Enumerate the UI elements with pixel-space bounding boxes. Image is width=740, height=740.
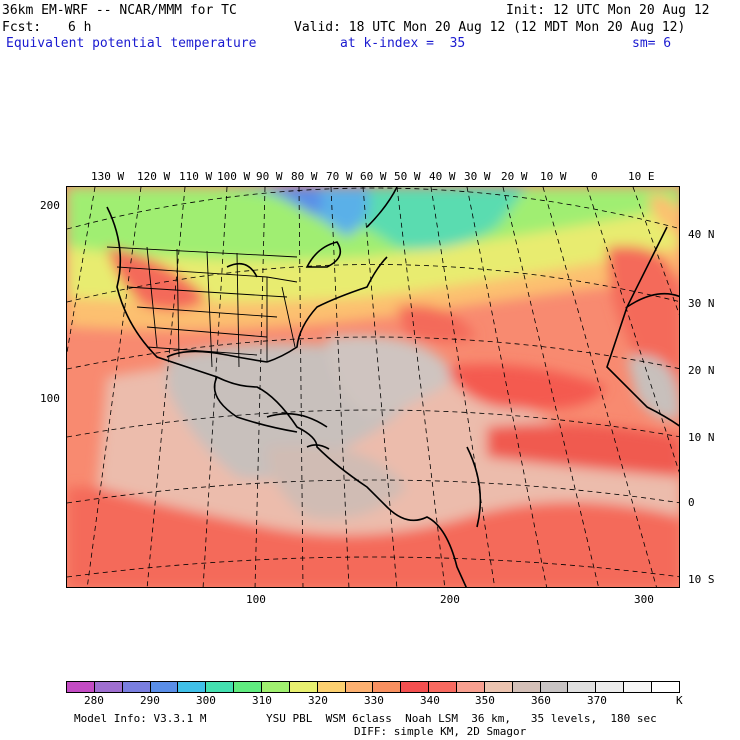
lat-label: 10 S [688,573,715,586]
colorbar-label: 360 [531,694,551,707]
lat-label: 0 [688,496,695,509]
field-name: Equivalent potential temperature [6,36,257,51]
x-grid-label: 200 [440,593,460,606]
colorbar-swatch [345,682,374,692]
colorbar-label: 320 [308,694,328,707]
map-canvas [67,187,679,587]
colorbar-swatch [317,682,346,692]
colorbar-label: 300 [196,694,216,707]
theta-e-map [66,186,680,588]
colorbar-swatch [652,682,679,692]
field-shading [67,187,679,587]
smoothing-info: sm= 6 [632,36,672,51]
colorbar-swatch [596,682,625,692]
colorbar-swatch [401,682,430,692]
lon-label: 80 W [291,170,318,183]
colorbar [66,681,680,693]
colorbar-swatch [234,682,263,692]
colorbar-unit: K [676,694,683,707]
colorbar-swatch [262,682,290,692]
lat-label: 40 N [688,228,715,241]
diffusion-info: DIFF: simple KM, 2D Smagor [354,725,527,738]
lon-label: 0 [591,170,598,183]
y-grid-label: 100 [40,392,60,405]
colorbar-label: 370 [587,694,607,707]
political-borders [106,246,298,368]
x-grid-label: 100 [246,593,266,606]
forecast-hour: 6 h [68,20,92,35]
colorbar-label: 350 [475,694,495,707]
colorbar-label: 330 [364,694,384,707]
lon-label: 130 W [91,170,125,183]
lon-label: 60 W [360,170,387,183]
lon-label: 70 W [326,170,353,183]
lon-label: 10 W [540,170,567,183]
colorbar-label: 290 [140,694,160,707]
x-grid-label: 300 [634,593,654,606]
physics-info: YSU PBL WSM 6class Noah LSM 36 km, 35 le… [266,712,657,725]
colorbar-swatch [289,682,318,692]
lat-label: 30 N [688,297,715,310]
lon-label: 40 W [429,170,456,183]
valid-time: Valid: 18 UTC Mon 20 Aug 12 (12 MDT Mon … [294,20,686,35]
colorbar-label: 280 [84,694,104,707]
colorbar-swatch [568,682,597,692]
colorbar-swatch [67,682,95,692]
colorbar-swatch [624,682,653,692]
colorbar-swatch [484,682,513,692]
lat-label: 10 N [688,431,715,444]
init-time: Init: 12 UTC Mon 20 Aug 12 [506,3,710,18]
lon-label: 110 W [179,170,213,183]
coastlines [106,187,679,587]
lon-label: 30 W [464,170,491,183]
lon-label: 120 W [137,170,171,183]
colorbar-swatch [512,682,541,692]
y-grid-label: 200 [40,199,60,212]
colorbar-swatch [540,682,569,692]
colorbar-swatch [429,682,458,692]
lon-label: 100 W [217,170,251,183]
colorbar-swatch [373,682,402,692]
colorbar-label: 340 [420,694,440,707]
colorbar-swatch [150,682,179,692]
lon-label: 90 W [256,170,283,183]
colorbar-swatch [206,682,235,692]
forecast-label: Fcst: [2,20,42,35]
lat-label: 20 N [688,364,715,377]
lon-label: 20 W [501,170,528,183]
colorbar-swatch [457,682,485,692]
colorbar-swatch [122,682,151,692]
lon-label: 10 E [628,170,655,183]
model-title: 36km EM-WRF -- NCAR/MMM for TC [2,3,237,18]
colorbar-swatch [94,682,123,692]
colorbar-label: 310 [252,694,272,707]
colorbar-swatch [178,682,207,692]
model-info: Model Info: V3.3.1 M [74,712,207,725]
level-info: at k-index = 35 [340,36,466,51]
lon-label: 50 W [394,170,421,183]
